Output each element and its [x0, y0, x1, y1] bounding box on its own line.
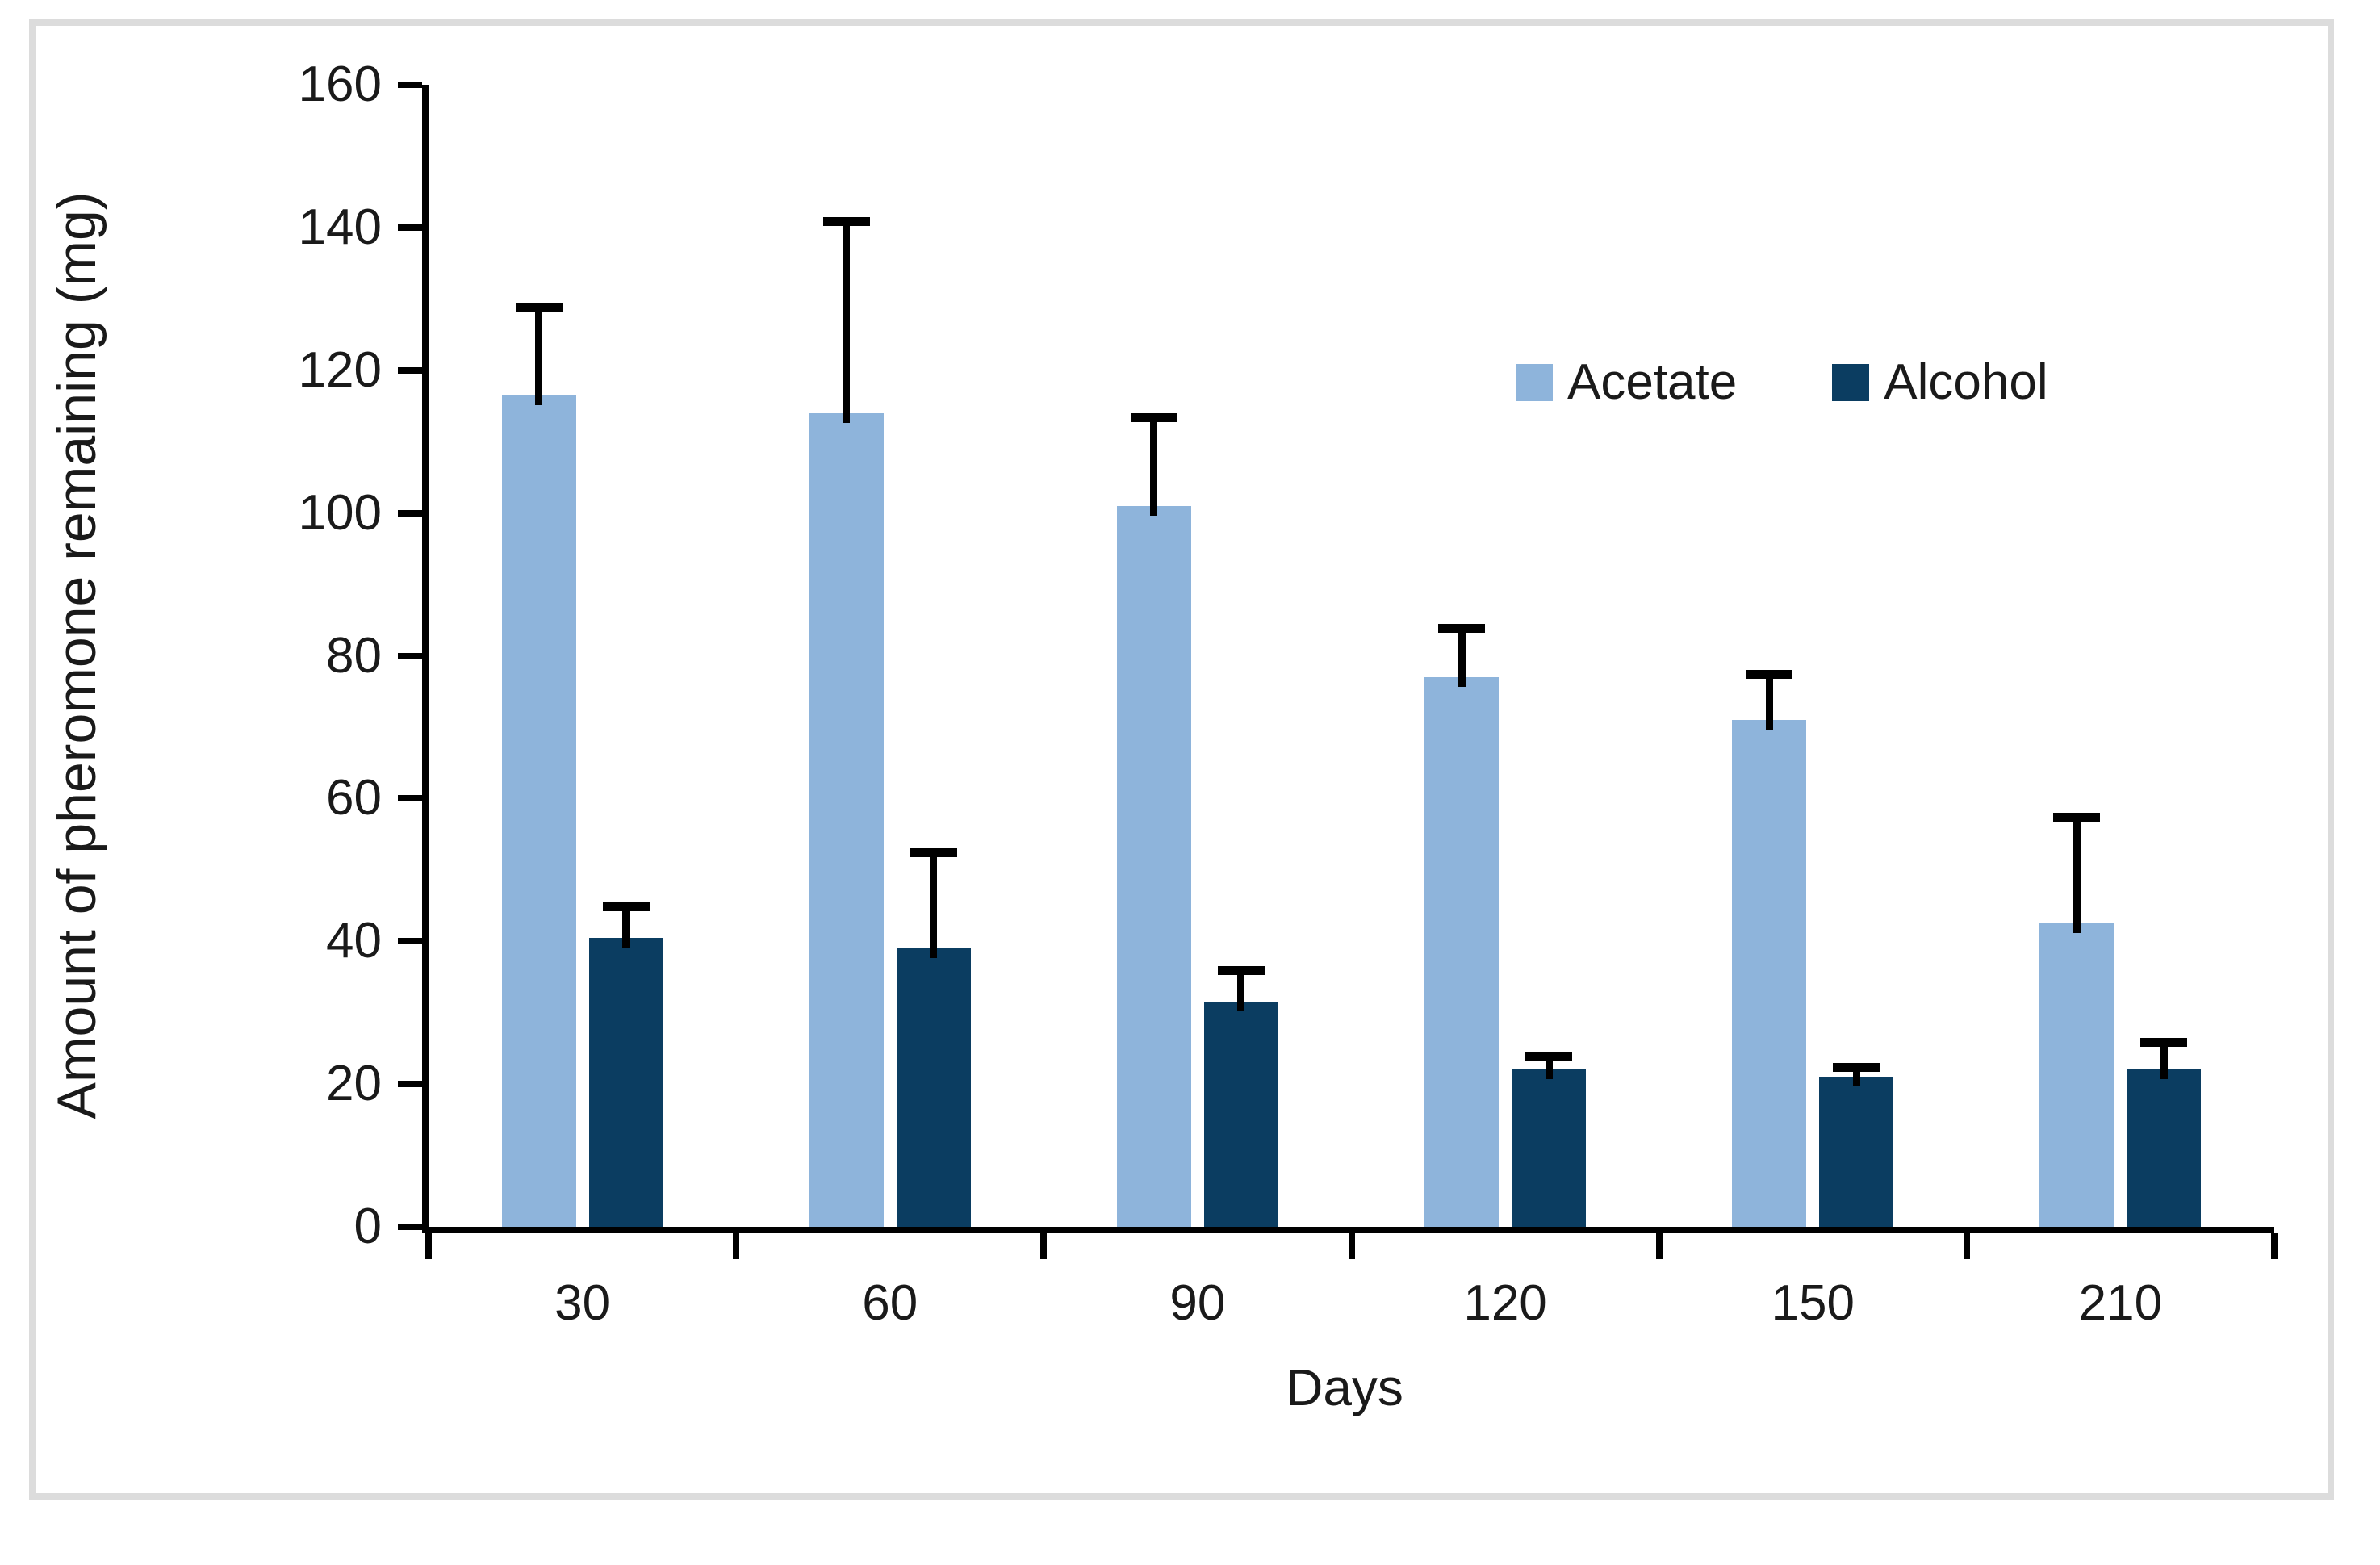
x-tick-label-210: 210 [2078, 1275, 2163, 1331]
bar-alcohol-150 [1819, 1077, 1894, 1227]
error-bar-cap-acetate-60 [822, 216, 870, 226]
x-tick-label-120: 120 [1463, 1275, 1547, 1331]
bar-acetate-30 [501, 395, 576, 1227]
error-bar-cap-acetate-120 [1438, 623, 1486, 633]
y-tick-label-40: 40 [326, 913, 382, 969]
legend-item-acetate: Acetate [1516, 354, 1737, 411]
legend-item-alcohol: Alcohol [1832, 354, 2048, 411]
error-bar-cap-acetate-150 [1746, 670, 1793, 680]
y-tick-mark-160 [398, 82, 422, 88]
y-tick-mark-40 [398, 938, 422, 945]
error-bar-stem-alcohol-120 [1545, 1052, 1553, 1080]
bar-alcohol-60 [896, 948, 971, 1227]
x-tick-mark-1 [733, 1233, 740, 1259]
x-axis-title: Days [1286, 1358, 1403, 1416]
bar-alcohol-120 [1512, 1069, 1587, 1227]
y-tick-mark-0 [398, 1224, 422, 1230]
bar-acetate-120 [1424, 677, 1500, 1227]
plot-area: 0 20 40 60 80 100 120 140 160 30 60 90 120 150 210 [299, 60, 2278, 1331]
error-bar-cap-alcohol-150 [1833, 1062, 1880, 1072]
error-bar-stem-alcohol-150 [1852, 1062, 1860, 1087]
error-bar-cap-acetate-30 [515, 302, 563, 312]
x-tick-label-60: 60 [862, 1275, 918, 1331]
error-bar-stem-alcohol-30 [622, 902, 630, 948]
bar-acetate-90 [1116, 505, 1191, 1227]
y-tick-label-80: 80 [326, 627, 382, 684]
error-bar-cap-alcohol-210 [2140, 1037, 2188, 1047]
x-tick-mark-6 [2271, 1233, 2278, 1259]
y-tick-mark-120 [398, 366, 422, 374]
bar-alcohol-30 [588, 937, 663, 1227]
error-bar-cap-alcohol-120 [1525, 1052, 1573, 1061]
bar-acetate-60 [809, 412, 884, 1227]
y-tick-mark-100 [398, 509, 422, 517]
y-tick-label-0: 0 [353, 1199, 382, 1254]
acetate-swatch-icon [1516, 363, 1553, 401]
legend-label-acetate: Acetate [1567, 354, 1738, 410]
y-tick-mark-20 [398, 1081, 422, 1088]
y-tick-label-60: 60 [326, 770, 382, 826]
error-bar-cap-alcohol-90 [1217, 966, 1265, 976]
error-bar-stem-acetate-90 [1150, 412, 1158, 516]
y-tick-mark-60 [398, 795, 422, 802]
x-tick-label-90: 90 [1169, 1275, 1226, 1331]
error-bar-stem-acetate-30 [535, 302, 543, 405]
y-tick-label-20: 20 [326, 1056, 382, 1112]
x-tick-mark-0 [425, 1233, 432, 1259]
x-tick-label-30: 30 [554, 1275, 611, 1331]
x-tick-mark-3 [1348, 1233, 1355, 1259]
bar-alcohol-90 [1203, 1002, 1278, 1227]
error-bar-stem-acetate-210 [2073, 813, 2081, 934]
error-bar-cap-acetate-210 [2053, 813, 2101, 822]
error-bar-cap-alcohol-30 [602, 902, 650, 911]
legend: Acetate Alcohol [1516, 354, 2048, 411]
bar-acetate-210 [2039, 923, 2114, 1227]
y-tick-label-100: 100 [298, 484, 382, 541]
alcohol-swatch-icon [1832, 363, 1870, 401]
error-bar-stem-acetate-60 [843, 216, 851, 423]
error-bar-stem-alcohol-60 [930, 848, 938, 959]
y-tick-label-120: 120 [298, 341, 382, 398]
y-tick-mark-140 [398, 224, 422, 231]
y-tick-mark-80 [398, 652, 422, 659]
x-tick-mark-4 [1655, 1233, 1663, 1259]
bar-alcohol-210 [2127, 1069, 2202, 1227]
x-tick-mark-2 [1040, 1233, 1048, 1259]
bar-acetate-150 [1732, 720, 1807, 1227]
error-bar-cap-alcohol-60 [910, 848, 957, 858]
error-bar-stem-alcohol-90 [1237, 966, 1245, 1012]
error-bar-cap-acetate-90 [1130, 412, 1177, 422]
x-tick-label-150: 150 [1771, 1275, 1855, 1331]
x-tick-mark-5 [1963, 1233, 1970, 1259]
error-bar-stem-acetate-150 [1765, 670, 1773, 730]
y-tick-label-160: 160 [298, 56, 382, 112]
error-bar-stem-alcohol-210 [2160, 1037, 2168, 1080]
legend-label-alcohol: Alcohol [1884, 354, 2048, 410]
y-tick-label-140: 140 [298, 199, 382, 255]
error-bar-stem-acetate-120 [1458, 623, 1466, 688]
y-axis-title: Amount of pheromone remaining (mg) [46, 191, 107, 1119]
